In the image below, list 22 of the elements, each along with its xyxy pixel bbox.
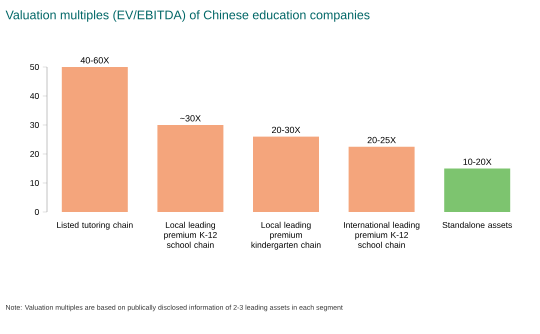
x-tick-label: International leading premium K-12 school chain	[344, 222, 420, 248]
data-label: 10-20X	[463, 158, 492, 165]
data-label: ~30X	[180, 115, 201, 122]
y-tick-label: 40	[30, 93, 39, 99]
y-tick-label: 30	[30, 122, 39, 128]
x-tick-label: Listed tutoring chain	[57, 222, 133, 230]
y-tick-label: 10	[30, 180, 39, 186]
data-label: 20-25X	[368, 136, 396, 144]
bar	[253, 136, 320, 212]
y-tick-label: 0	[34, 209, 39, 215]
x-tick-label: Standalone assets	[442, 222, 512, 228]
x-tick-label: Local leading premium kindergarten chain	[252, 222, 321, 250]
y-tick-label: 20	[30, 151, 39, 157]
bar	[62, 67, 128, 212]
x-tick-label: Local leading premium K-12 school chain	[164, 222, 217, 248]
bar	[157, 125, 224, 212]
bar	[444, 168, 510, 212]
data-label: 40-60X	[80, 57, 110, 64]
data-label: 20-30X	[272, 126, 300, 134]
bar	[348, 146, 415, 212]
y-tick-label: 50	[30, 64, 39, 70]
chart-title: Valuation multiples (EV/EBITDA) of Chinese education companies	[6, 10, 370, 22]
